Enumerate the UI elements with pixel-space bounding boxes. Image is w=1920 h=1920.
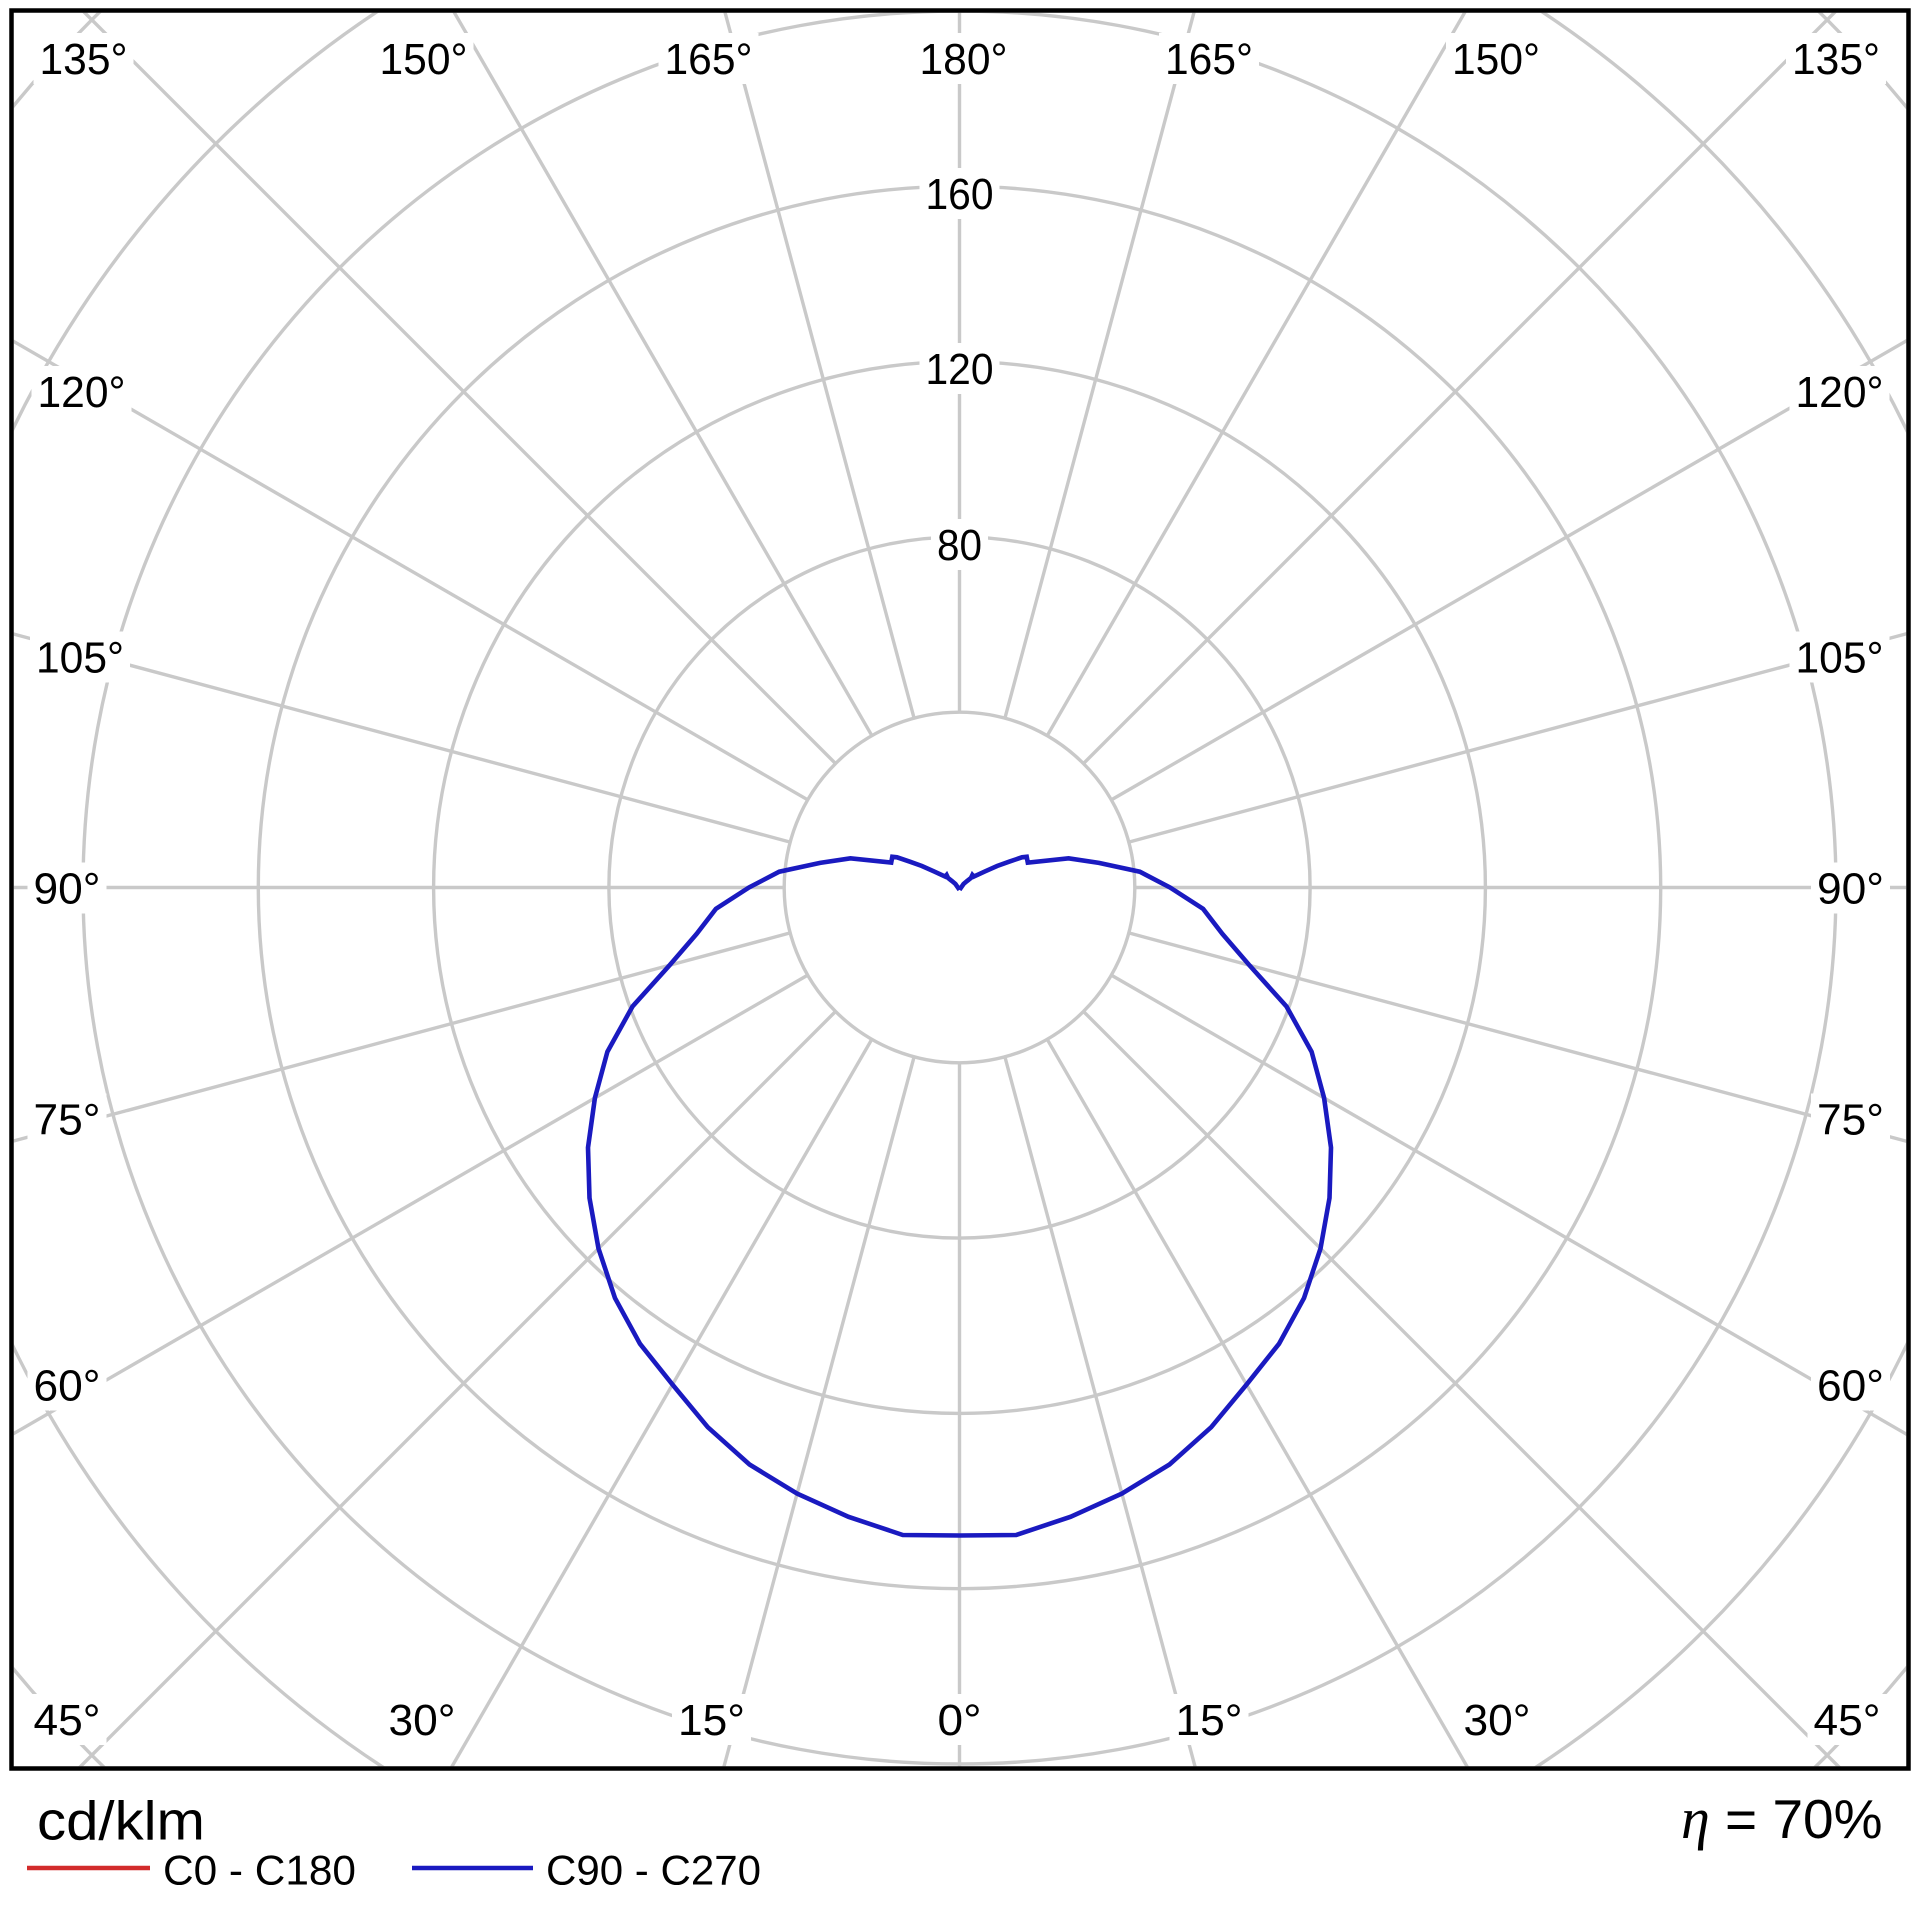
- svg-text:C90 - C270: C90 - C270: [546, 1847, 761, 1894]
- svg-text:150°: 150°: [380, 35, 468, 84]
- svg-text:cd/klm: cd/klm: [37, 1790, 205, 1852]
- svg-text:η = 70%: η = 70%: [1681, 1786, 1883, 1851]
- svg-text:75°: 75°: [1817, 1096, 1884, 1145]
- svg-text:60°: 60°: [1817, 1362, 1884, 1411]
- svg-text:160: 160: [926, 170, 994, 219]
- svg-text:90°: 90°: [1817, 865, 1884, 914]
- svg-text:105°: 105°: [1796, 634, 1884, 683]
- svg-text:90°: 90°: [34, 865, 101, 914]
- svg-text:80: 80: [937, 521, 982, 570]
- svg-text:15°: 15°: [678, 1696, 745, 1745]
- svg-text:120°: 120°: [1796, 368, 1884, 417]
- svg-text:30°: 30°: [1464, 1696, 1531, 1745]
- svg-text:150°: 150°: [1452, 35, 1540, 84]
- svg-text:120°: 120°: [38, 368, 126, 417]
- svg-text:C0 - C180: C0 - C180: [163, 1847, 356, 1894]
- svg-text:105°: 105°: [36, 634, 124, 683]
- svg-text:165°: 165°: [665, 35, 753, 84]
- svg-text:135°: 135°: [40, 35, 128, 84]
- svg-text:0°: 0°: [938, 1696, 982, 1745]
- svg-text:135°: 135°: [1792, 35, 1880, 84]
- svg-text:45°: 45°: [34, 1696, 101, 1745]
- svg-text:15°: 15°: [1176, 1696, 1243, 1745]
- svg-text:165°: 165°: [1165, 35, 1253, 84]
- svg-text:60°: 60°: [34, 1362, 101, 1411]
- svg-text:30°: 30°: [389, 1696, 456, 1745]
- svg-text:45°: 45°: [1814, 1696, 1881, 1745]
- svg-text:180°: 180°: [920, 35, 1008, 84]
- svg-text:75°: 75°: [34, 1096, 101, 1145]
- svg-text:120: 120: [926, 345, 994, 394]
